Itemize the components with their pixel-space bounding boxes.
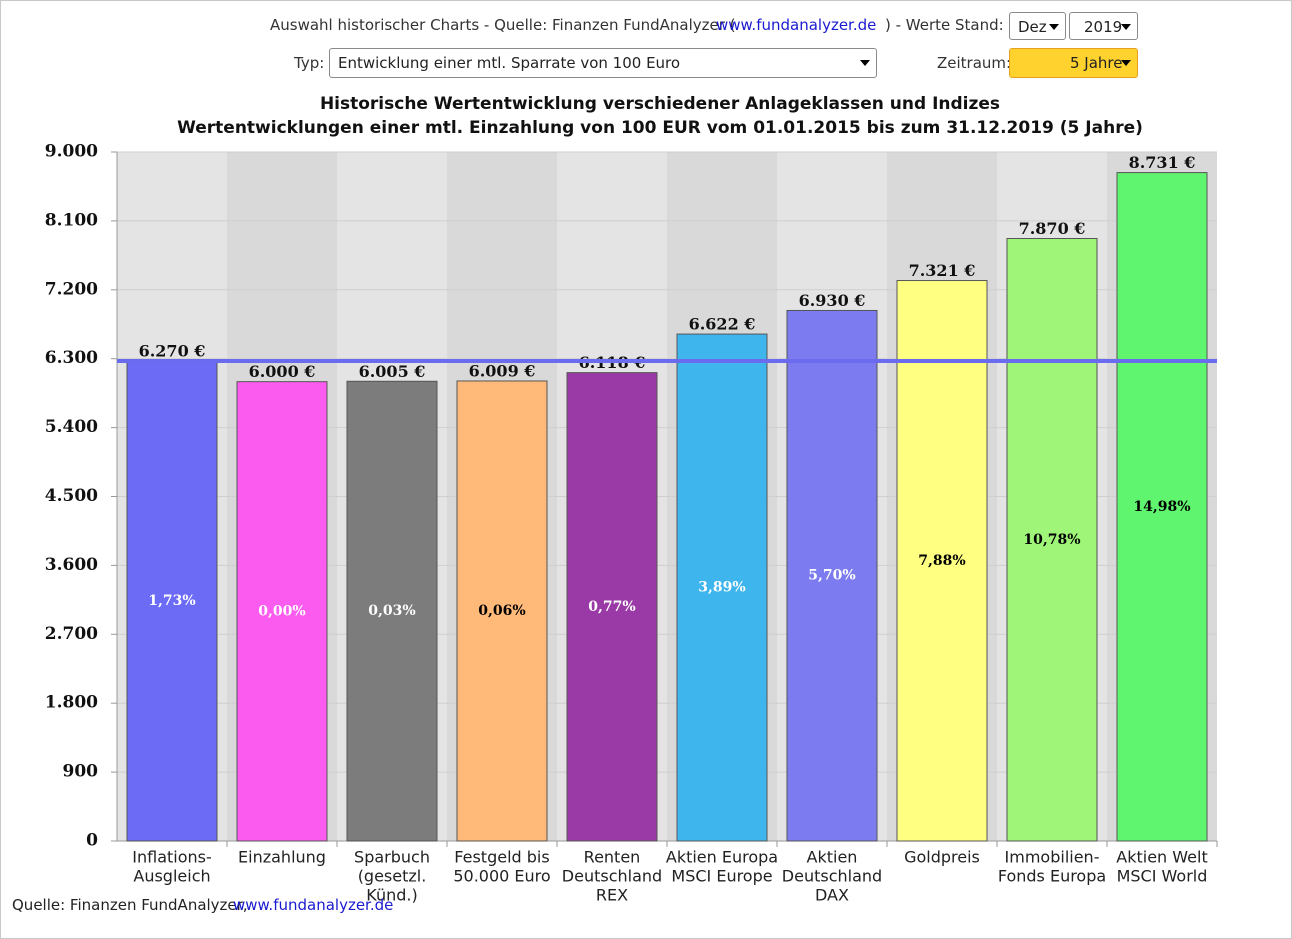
- x-tick-label: Festgeld bis: [454, 848, 549, 867]
- value-label: 6.622 €: [689, 315, 756, 334]
- value-label: 6.270 €: [139, 341, 206, 360]
- bar: [1006, 238, 1098, 842]
- x-tick-label: Immobilien-: [1005, 848, 1100, 867]
- value-label: 7.321 €: [909, 261, 976, 280]
- x-tick-label: (gesetzl.: [358, 867, 427, 886]
- bar: [346, 380, 438, 842]
- stand-label: ) - Werte Stand:: [885, 16, 1004, 34]
- y-tick-label: 4.500: [45, 486, 98, 506]
- x-tick-label: Deutschland: [782, 867, 882, 886]
- y-tick-label: 2.700: [45, 624, 98, 644]
- value-label: 6.930 €: [799, 291, 866, 310]
- return-label: 0,00%: [258, 603, 305, 619]
- value-label: 6.009 €: [469, 361, 536, 380]
- return-label: 0,03%: [368, 603, 415, 619]
- bar: [236, 381, 328, 842]
- x-tick-label: REX: [596, 886, 628, 905]
- return-label: 14,98%: [1133, 499, 1190, 515]
- chart-subtitle: Wertentwicklungen einer mtl. Einzahlung …: [177, 118, 1143, 138]
- x-tick-label: Renten: [584, 848, 641, 867]
- bar: [896, 280, 988, 842]
- intro-text: Auswahl historischer Charts - Quelle: Fi…: [270, 16, 736, 34]
- bar: [676, 333, 768, 842]
- x-tick-label: 50.000 Euro: [453, 867, 550, 886]
- type-select[interactable]: Entwicklung einer mtl. Sparrate von 100 …: [329, 48, 877, 78]
- x-tick-label: Deutschland: [562, 867, 662, 886]
- x-tick-label: Sparbuch: [354, 848, 430, 867]
- year-select[interactable]: 2019: [1069, 12, 1138, 40]
- y-tick-label: 7.200: [45, 279, 98, 299]
- return-label: 5,70%: [808, 568, 855, 584]
- footer-link[interactable]: www.fundanalyzer.de: [233, 896, 394, 914]
- x-tick-label: Aktien Welt: [1116, 848, 1207, 867]
- y-tick-label: 6.300: [45, 348, 98, 368]
- period-select[interactable]: 5 Jahre: [1009, 48, 1138, 78]
- return-label: 0,06%: [478, 603, 525, 619]
- x-tick-label: Künd.): [366, 886, 417, 905]
- return-label: 0,77%: [588, 599, 635, 615]
- return-label: 3,89%: [698, 580, 745, 596]
- footer-source: Quelle: Finanzen FundAnalyzer,: [12, 896, 248, 914]
- value-label: 6.005 €: [359, 362, 426, 381]
- bar: [1116, 172, 1208, 842]
- return-label: 10,78%: [1023, 532, 1080, 548]
- value-label: 6.000 €: [249, 362, 316, 381]
- x-tick-label: DAX: [815, 886, 849, 905]
- value-label: 8.731 €: [1129, 153, 1196, 172]
- y-tick-label: 1.800: [45, 693, 98, 713]
- bar: [786, 309, 878, 842]
- return-label: 7,88%: [918, 553, 965, 569]
- type-label: Typ:: [294, 54, 325, 72]
- x-tick-label: Inflations-: [132, 848, 212, 867]
- y-tick-label: 3.600: [45, 555, 98, 575]
- return-label: 1,73%: [148, 593, 195, 609]
- link[interactable]: www.fundanalyzer.de: [716, 16, 877, 34]
- x-tick-label: Goldpreis: [904, 848, 980, 867]
- x-tick-label: Ausgleich: [133, 867, 210, 886]
- y-tick-label: 9.000: [45, 142, 98, 162]
- y-tick-label: 8.100: [45, 210, 98, 230]
- y-tick-label: 0: [86, 831, 98, 851]
- bar: [456, 380, 548, 842]
- x-tick-label: Fonds Europa: [998, 867, 1106, 886]
- bar: [566, 372, 658, 842]
- x-tick-label: MSCI World: [1117, 867, 1208, 886]
- period-label: Zeitraum:: [937, 54, 1012, 72]
- y-tick-label: 5.400: [45, 417, 98, 437]
- x-tick-label: Aktien: [807, 848, 858, 867]
- x-tick-label: Einzahlung: [238, 848, 326, 867]
- month-select[interactable]: Dez: [1009, 12, 1066, 40]
- chart-title: Historische Wertentwicklung verschiedene…: [320, 94, 1000, 114]
- x-tick-label: Aktien Europa: [666, 848, 778, 867]
- x-tick-label: MSCI Europe: [671, 867, 772, 886]
- value-label: 7.870 €: [1019, 219, 1086, 238]
- y-tick-label: 900: [63, 762, 99, 782]
